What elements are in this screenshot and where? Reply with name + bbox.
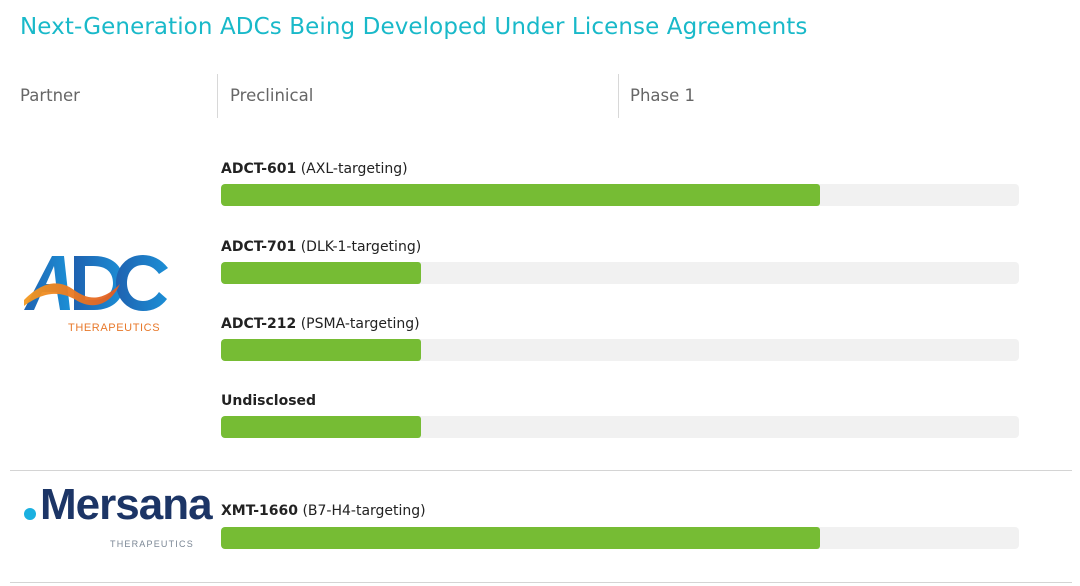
- progress-bar: [221, 262, 421, 284]
- column-header-partner: Partner: [20, 86, 80, 105]
- program-code: ADCT-601: [221, 161, 297, 177]
- program-target: (DLK-1-targeting): [300, 239, 422, 255]
- program-code: Undisclosed: [221, 393, 317, 409]
- program-label: ADCT-701 (DLK-1-targeting): [221, 239, 421, 255]
- mersana-logo-subtext: THERAPEUTICS: [110, 539, 194, 549]
- program-target: (AXL-targeting): [300, 161, 408, 177]
- progress-track: [221, 416, 1019, 438]
- program-target: (PSMA-targeting): [300, 316, 420, 332]
- program-code: ADCT-701: [221, 239, 297, 255]
- progress-track: [221, 339, 1019, 361]
- page-title: Next-Generation ADCs Being Developed Und…: [20, 14, 808, 40]
- column-divider: [217, 74, 218, 118]
- column-header-preclinical: Preclinical: [230, 86, 314, 105]
- progress-bar: [221, 339, 421, 361]
- row-divider: [10, 582, 1072, 583]
- program-label: XMT-1660 (B7-H4-targeting): [221, 503, 426, 519]
- adc-logo-subtext: THERAPEUTICS: [68, 322, 161, 334]
- progress-track: [221, 184, 1019, 206]
- adc-logo-graphic: [24, 255, 168, 311]
- progress-track: [221, 262, 1019, 284]
- mersana-logo-dot-icon: [24, 508, 36, 520]
- column-header-phase-1: Phase 1: [630, 86, 696, 105]
- progress-bar: [221, 184, 820, 206]
- program-code: ADCT-212: [221, 316, 297, 332]
- progress-track: [221, 527, 1019, 549]
- mersana-therapeutics-logo: Mersana THERAPEUTICS: [22, 480, 213, 554]
- program-label: ADCT-601 (AXL-targeting): [221, 161, 408, 177]
- column-divider: [618, 74, 619, 118]
- row-divider: [10, 470, 1072, 471]
- program-target: (B7-H4-targeting): [302, 503, 426, 519]
- program-label: ADCT-212 (PSMA-targeting): [221, 316, 420, 332]
- adc-therapeutics-logo: THERAPEUTICS: [22, 250, 172, 340]
- mersana-logo-wordmark: Mersana: [40, 480, 213, 529]
- progress-bar: [221, 416, 421, 438]
- program-code: XMT-1660: [221, 503, 298, 519]
- progress-bar: [221, 527, 820, 549]
- program-label: Undisclosed: [221, 393, 316, 409]
